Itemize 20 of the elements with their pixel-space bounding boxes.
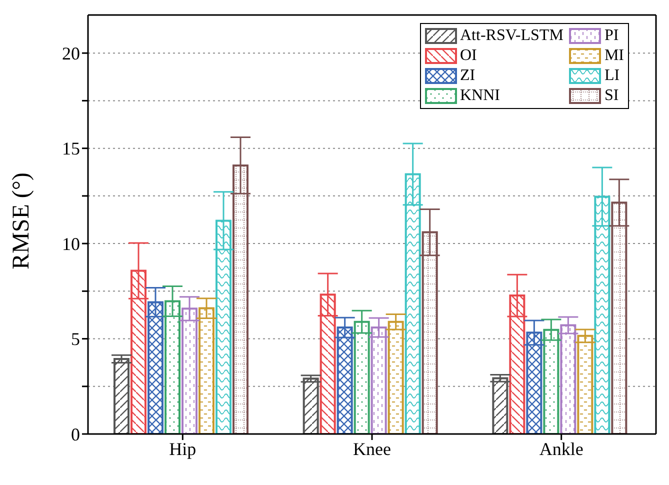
x-tick-label: Ankle [539, 438, 584, 459]
bar [492, 377, 508, 434]
bar [114, 358, 130, 434]
y-tick-label: 20 [62, 43, 80, 64]
legend-label: OI [460, 46, 477, 66]
legend-label: KNNI [460, 86, 500, 106]
y-tick-label: 15 [62, 138, 80, 159]
x-tick-label: Hip [169, 438, 196, 459]
y-tick-label: 10 [62, 234, 80, 254]
legend-label: ZI [460, 66, 476, 86]
legend-label: MI [604, 46, 624, 66]
legend-label: PI [604, 26, 619, 46]
legend-label: LI [604, 66, 620, 86]
y-tick-label: 0 [71, 424, 80, 444]
bar [302, 378, 319, 434]
legend-label: SI [604, 86, 619, 106]
y-tick-label: 5 [71, 329, 80, 350]
legend-label: Att-RSV-LSTM [460, 26, 564, 46]
x-tick-label: Knee [353, 438, 391, 459]
y-axis-title: RMSE (°) [8, 172, 35, 270]
